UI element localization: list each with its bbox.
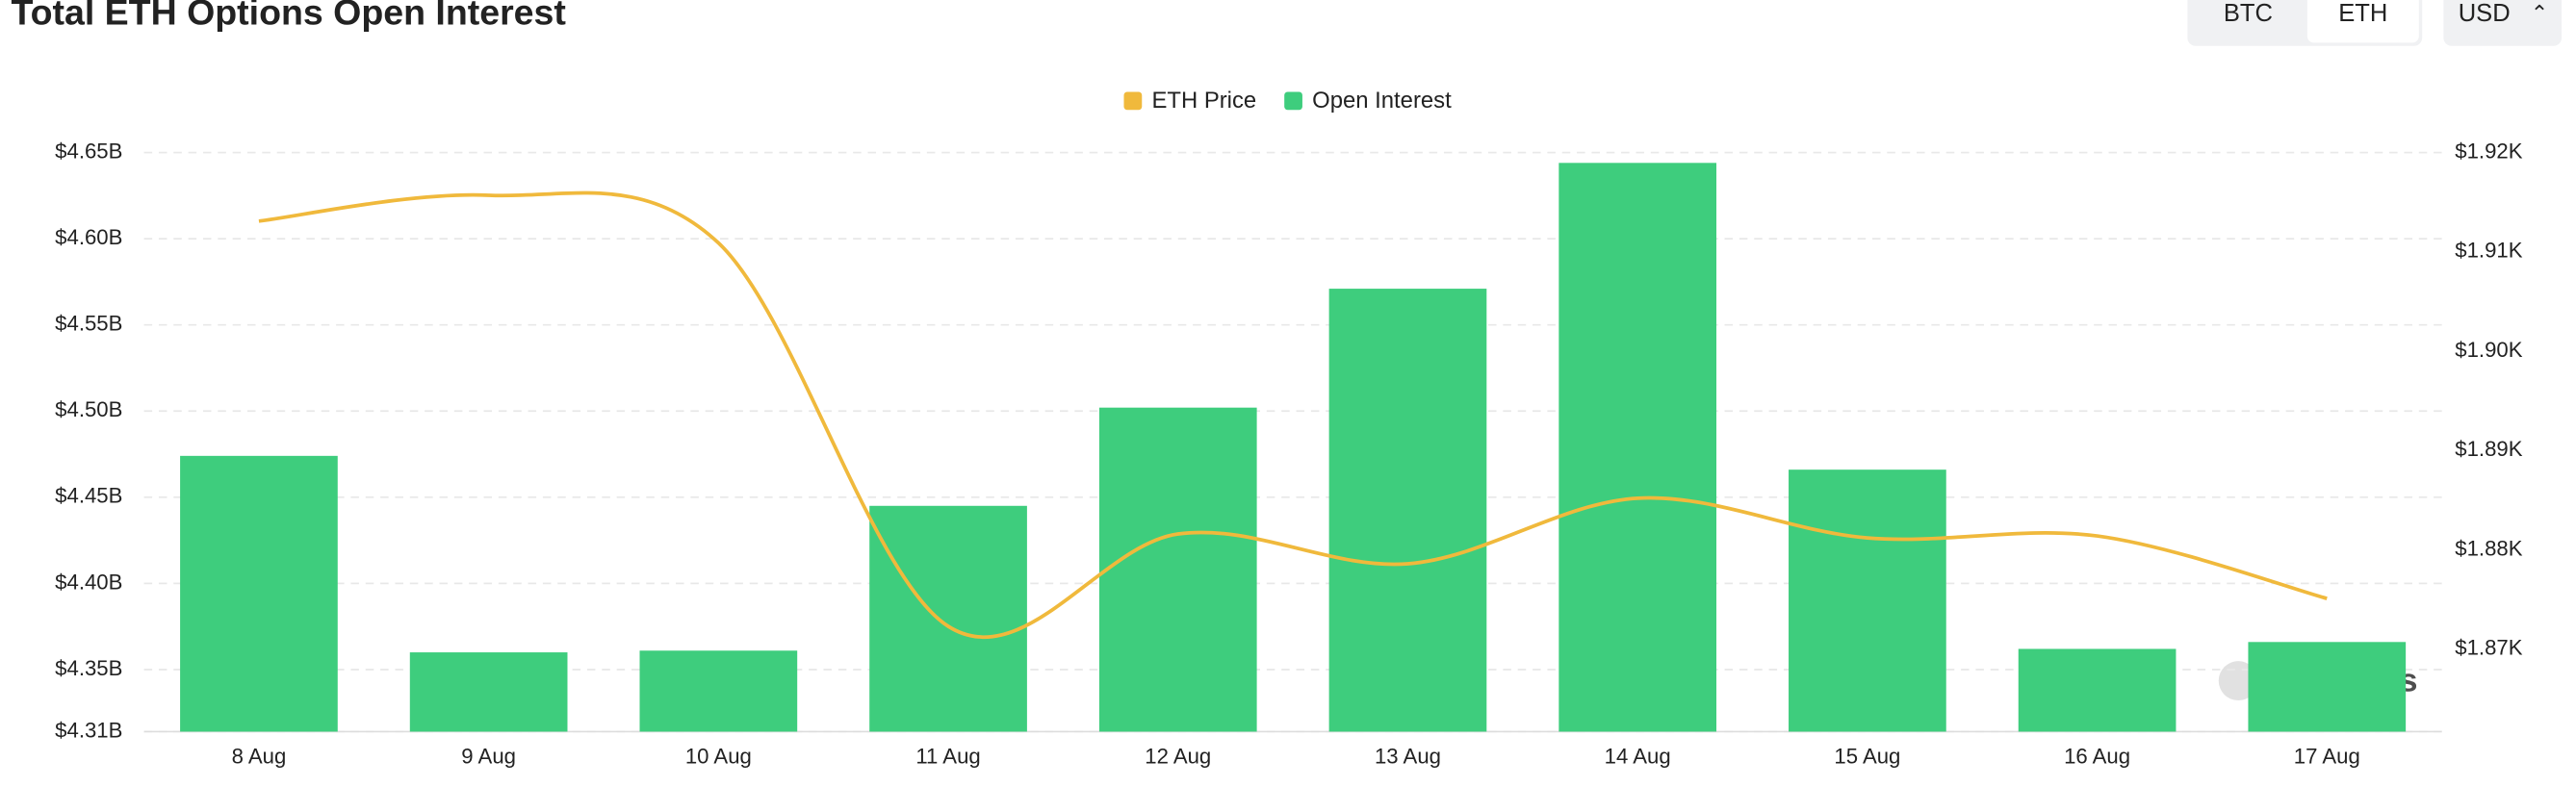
y-tick-label: $4.31B [55,718,122,742]
y-tick-label: $4.45B [55,484,122,508]
legend-label: ETH Price [1151,88,1256,114]
y-tick-label: $4.35B [55,656,122,680]
bar [639,650,798,732]
bar [869,505,1027,732]
y2-tick-label: $1.90K [2455,338,2522,362]
legend-swatch [1284,91,1302,111]
x-tick-label: 10 Aug [685,745,752,769]
y-tick-label: $4.40B [55,570,122,594]
x-tick-label: 12 Aug [1145,745,1211,769]
y-tick-label: $4.55B [55,312,122,336]
y2-tick-label: $1.87K [2455,636,2522,660]
bar [1789,469,1946,732]
coin-active [2306,0,2419,43]
y-tick-label: $4.50B [55,397,122,421]
x-tick-label: 14 Aug [1605,745,1671,769]
y2-tick-label: $1.88K [2455,536,2522,560]
legend-swatch [1123,91,1143,111]
x-tick-label: 11 Aug [915,745,980,769]
coin-button[interactable]: BTC [2224,0,2273,27]
y2-tick-label: $1.91K [2455,239,2522,263]
chart-title: Total ETH Options Open Interest [11,0,566,32]
bar [2248,642,2407,732]
currency-select[interactable] [2443,0,2563,46]
x-tick-label: 17 Aug [2294,745,2360,769]
currency-label: USD [2459,0,2511,27]
legend-label: Open Interest [1312,88,1452,114]
coin-button[interactable]: ETH [2338,0,2387,27]
bar [1558,163,1717,732]
x-tick-label: 16 Aug [2064,745,2130,769]
select-caret: ⌃ [2531,1,2549,25]
bar [2018,648,2177,732]
y2-tick-label: $1.92K [2455,139,2522,163]
y-tick-label: $4.65B [55,139,122,163]
y2-tick-label: $1.89K [2455,437,2522,461]
bar [1328,289,1487,732]
x-tick-label: 9 Aug [461,745,516,769]
bar [180,455,338,732]
bar [409,652,568,732]
x-tick-label: 13 Aug [1375,745,1441,769]
x-tick-label: 15 Aug [1834,745,1900,769]
line [258,190,2328,640]
bar [1098,407,1257,732]
x-tick-label: 8 Aug [232,745,287,769]
y-tick-label: $4.60B [55,225,122,249]
